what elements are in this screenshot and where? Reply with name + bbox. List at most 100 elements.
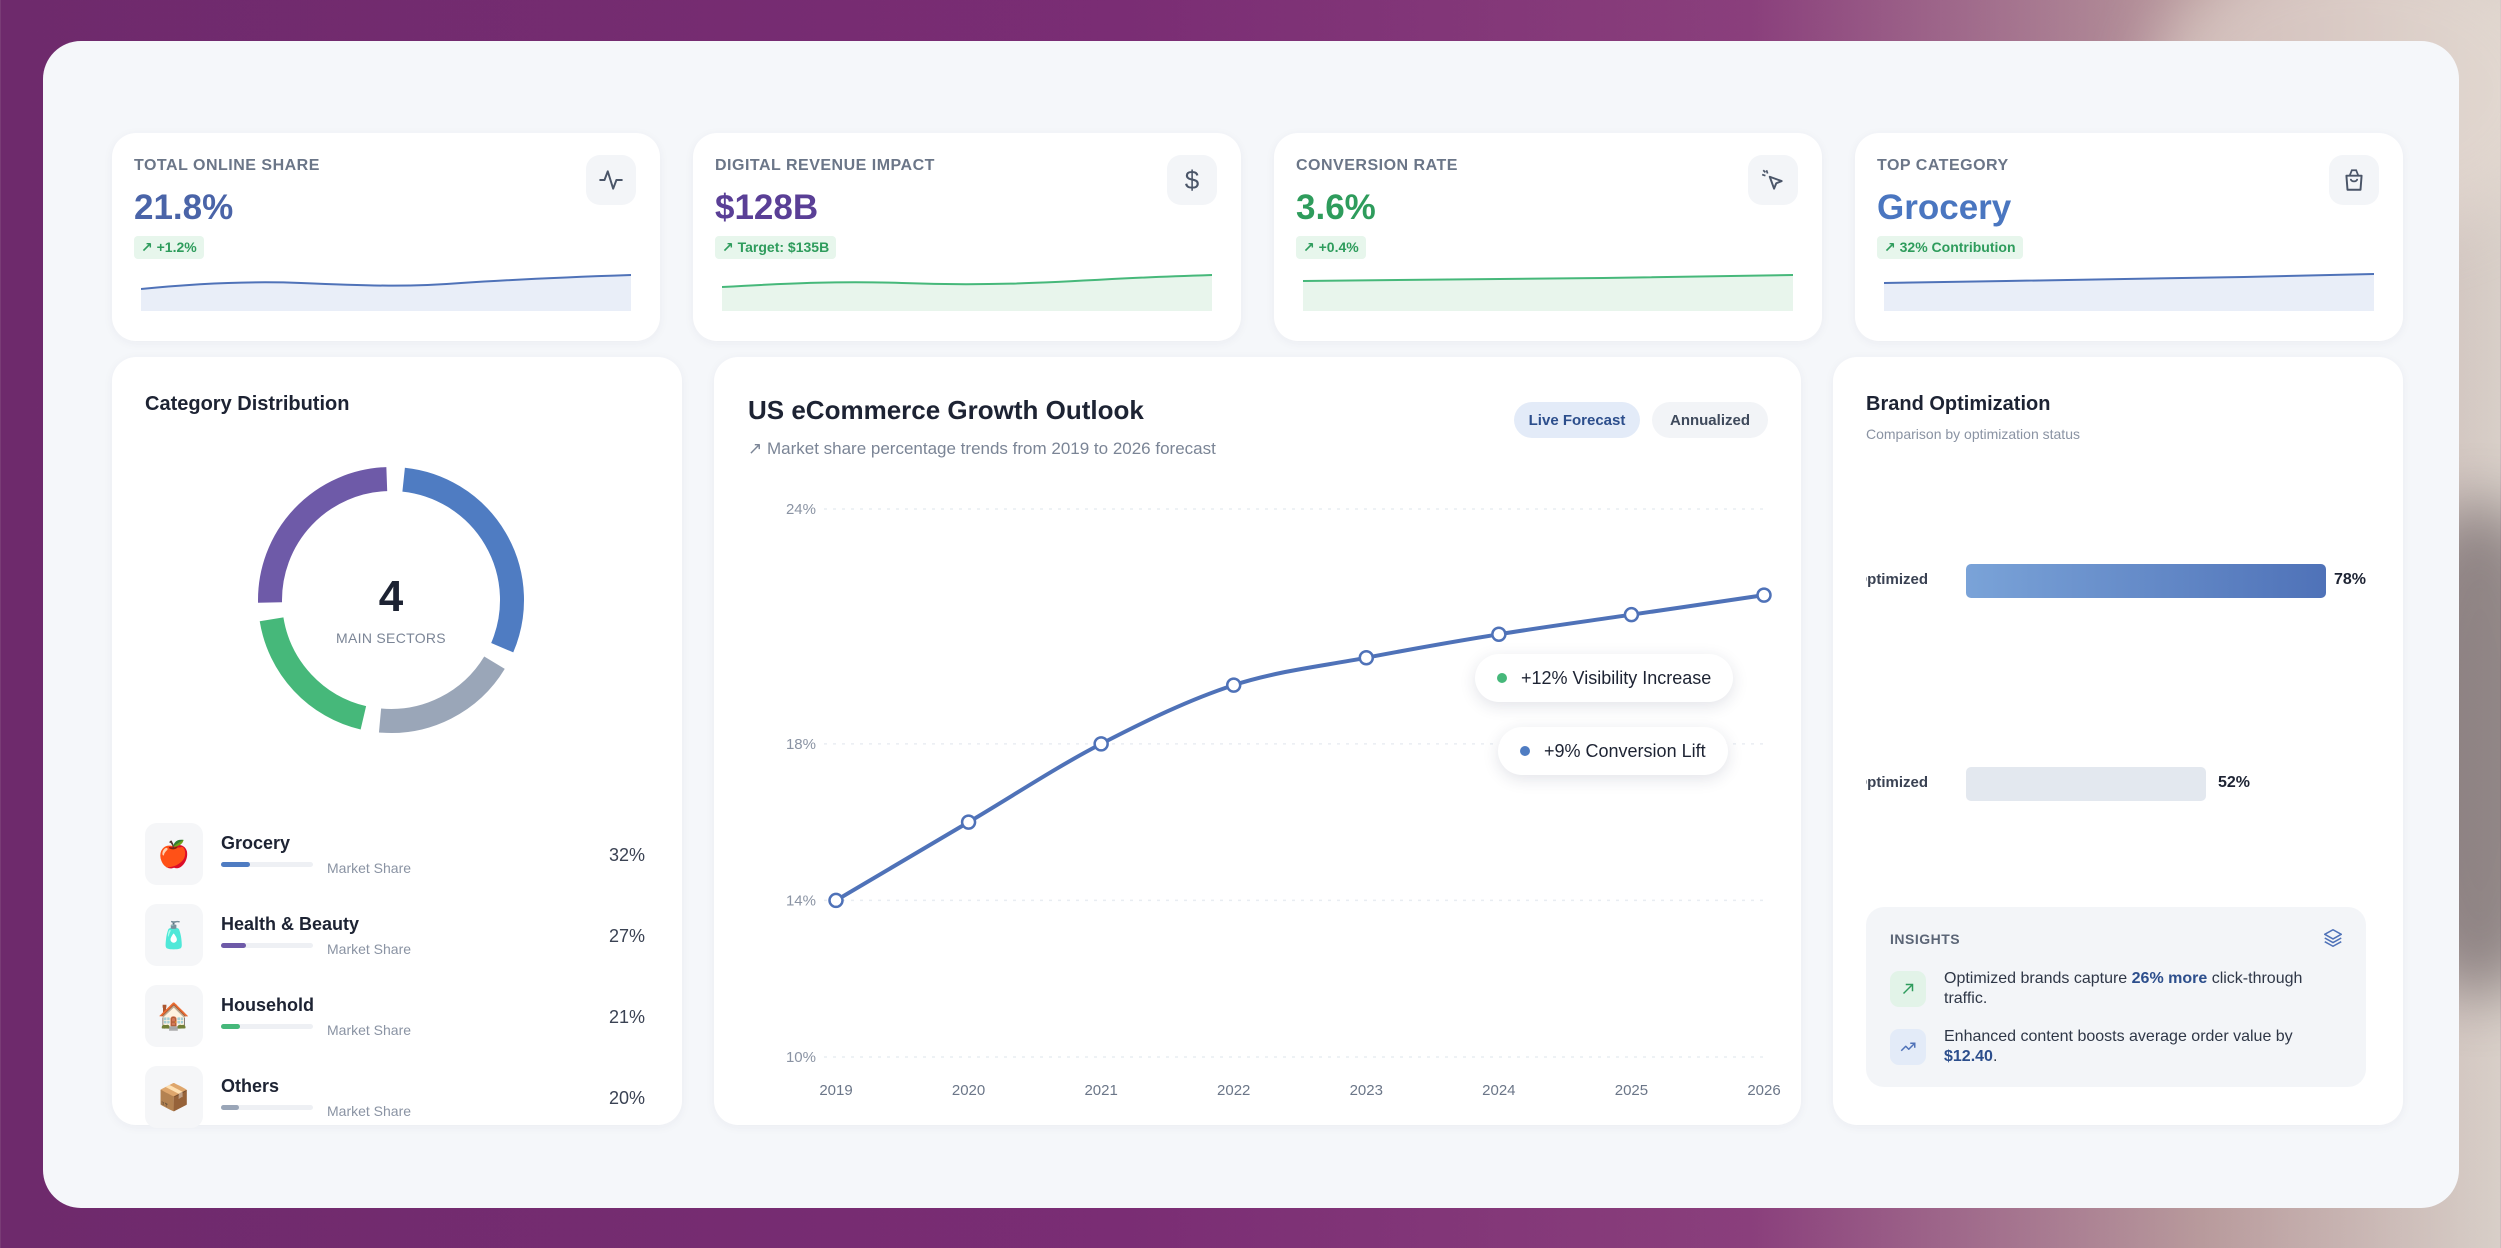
category-distribution-card: Category Distribution 4 MAIN SECTORS 🍎 G…: [112, 357, 682, 1128]
callout-dot: [1520, 746, 1530, 756]
category-bar: [221, 1105, 313, 1110]
category-sub: Market Share: [327, 860, 412, 876]
category-bar-fill: [221, 1105, 240, 1110]
category-name: Health & Beauty: [221, 914, 360, 934]
insight-text: Enhanced content boosts average order va…: [1944, 1027, 2344, 1067]
y-tick-label: 10%: [786, 1049, 816, 1066]
kpi-value: Grocery: [1877, 188, 2012, 227]
data-point[interactable]: [1623, 606, 1640, 623]
y-tick-label: 14%: [786, 892, 816, 909]
kpi-card-top-category: TOP CATEGORY Grocery ↗ 32% Contribution: [1855, 133, 2403, 341]
donut-slice-others[interactable]: [378, 656, 505, 733]
kpi-value: 3.6%: [1296, 188, 1376, 227]
chart-title: US eCommerce Growth Outlook: [748, 395, 1144, 425]
kpi-sparkline: [722, 274, 1212, 311]
kpi-sparkline: [141, 274, 631, 311]
x-tick-label: 2023: [1350, 1082, 1383, 1099]
category-item-grocery[interactable]: 🍎 Grocery Market Share 32%: [145, 823, 645, 885]
donut-slice-grocery[interactable]: [402, 467, 524, 653]
kpi-label: TOTAL ONLINE SHARE: [134, 157, 320, 174]
dollar-icon[interactable]: $: [1167, 155, 1217, 205]
donut-svg: [258, 467, 524, 733]
category-sub: Market Share: [327, 1103, 412, 1119]
kpi-badge: ↗ 32% Contribution: [1877, 236, 2023, 259]
donut-chart: 4 MAIN SECTORS: [246, 455, 536, 745]
tab-live-forecast[interactable]: Live Forecast: [1514, 402, 1640, 438]
kpi-badge: ↗ Target: $135B: [715, 236, 837, 259]
category-bar: [221, 1024, 313, 1029]
data-point[interactable]: [1225, 677, 1242, 693]
house-icon: 🏠: [145, 985, 203, 1047]
category-name: Others: [221, 1076, 280, 1096]
x-tick-label: 2026: [1747, 1082, 1780, 1099]
insight-text-before: Optimized brands capture: [1944, 970, 2132, 987]
insight-text-after: .: [1992, 1048, 1998, 1065]
insight-highlight: $12.40: [1944, 1048, 1993, 1065]
category-bar-fill: [221, 1024, 241, 1029]
bar-label: Optimized: [1866, 571, 1928, 588]
donut-slice-health-beauty[interactable]: [258, 467, 388, 603]
kpi-sparkline: [1884, 273, 2374, 311]
category-pct: 21%: [608, 1007, 645, 1027]
lotion-bottle-icon: 🧴: [145, 904, 203, 966]
activity-icon[interactable]: [586, 155, 636, 205]
category-item-others[interactable]: 📦 Others Market Share 20%: [145, 1066, 645, 1128]
donut-center-label: MAIN SECTORS: [336, 630, 446, 646]
pointer-click-icon[interactable]: [1748, 155, 1798, 205]
callout-visibility: +12% Visibility Increase: [1475, 654, 1734, 702]
trending-up-icon: [1890, 1029, 1926, 1065]
category-pct: 32%: [608, 845, 645, 865]
x-tick-label: 2019: [819, 1082, 852, 1099]
x-tick-label: 2024: [1482, 1082, 1515, 1099]
bar-value: 52%: [2218, 774, 2251, 791]
apple-icon: 🍎: [145, 823, 203, 885]
x-tick-label: 2025: [1615, 1082, 1648, 1099]
growth-chart-card: 24% 18% 14% 10% 2019 2020 2021 2022 2023 2024 2025…: [714, 357, 1801, 1125]
category-item-health-beauty[interactable]: 🧴 Health & Beauty Market Share 27%: [145, 904, 645, 966]
kpi-badge: ↗ +0.4%: [1296, 236, 1366, 259]
x-tick-label: 2022: [1217, 1082, 1250, 1099]
chart-subtitle: ↗ Market share percentage trends from 20…: [748, 439, 1216, 458]
callout-text: +9% Conversion Lift: [1544, 740, 1706, 761]
data-point[interactable]: [1358, 649, 1375, 666]
callout-conversion: +9% Conversion Lift: [1498, 727, 1728, 775]
dashboard-frame: TOTAL ONLINE SHARE 21.8% ↗ +1.2% DIGITAL…: [43, 41, 2459, 1208]
kpi-label: CONVERSION RATE: [1296, 157, 1458, 174]
category-name: Household: [221, 995, 314, 1015]
brand-bar-row-non-optimized: Non-Optimized 52%: [1866, 764, 2366, 804]
callout-text: +12% Visibility Increase: [1521, 667, 1712, 688]
category-item-household[interactable]: 🏠 Household Market Share 21%: [145, 985, 645, 1047]
bar-non-optimized[interactable]: [1966, 767, 2206, 801]
category-bar: [221, 862, 313, 867]
data-point[interactable]: [1491, 626, 1507, 643]
donut-slice-household[interactable]: [259, 617, 367, 730]
data-point[interactable]: [1756, 587, 1772, 603]
layers-icon[interactable]: [2322, 927, 2344, 954]
y-tick-label: 18%: [786, 736, 816, 753]
card-title: Category Distribution: [145, 393, 350, 415]
x-tick-label: 2020: [952, 1082, 985, 1099]
shopping-bag-icon[interactable]: [2329, 155, 2379, 205]
data-point[interactable]: [828, 892, 844, 909]
arrow-up-right-icon: [1890, 971, 1926, 1007]
callout-dot: [1497, 673, 1507, 683]
series-line: [834, 593, 1766, 903]
insights-title: INSIGHTS: [1890, 931, 1961, 947]
bar-optimized[interactable]: [1966, 564, 2326, 598]
donut-center-value: 4: [378, 572, 404, 621]
category-name: Grocery: [221, 833, 291, 853]
package-icon: 📦: [145, 1066, 203, 1128]
card-title: Brand Optimization: [1866, 393, 2051, 415]
category-sub: Market Share: [327, 941, 412, 957]
tab-annualized[interactable]: Annualized: [1652, 402, 1768, 438]
category-pct: 27%: [608, 926, 645, 946]
insight-text-before: Enhanced content boosts average order va…: [1944, 1028, 2293, 1045]
insight-text: Optimized brands capture 26% more click-…: [1944, 969, 2344, 1009]
card-subtitle: Comparison by optimization status: [1866, 426, 2080, 442]
insight-text-after: click-through traffic.: [1944, 970, 2303, 1007]
data-point[interactable]: [960, 814, 977, 830]
data-point[interactable]: [1093, 736, 1109, 752]
kpi-card-online-share: TOTAL ONLINE SHARE 21.8% ↗ +1.2%: [112, 133, 660, 341]
kpi-value: 21.8%: [134, 188, 234, 227]
kpi-sparkline: [1303, 274, 1793, 311]
